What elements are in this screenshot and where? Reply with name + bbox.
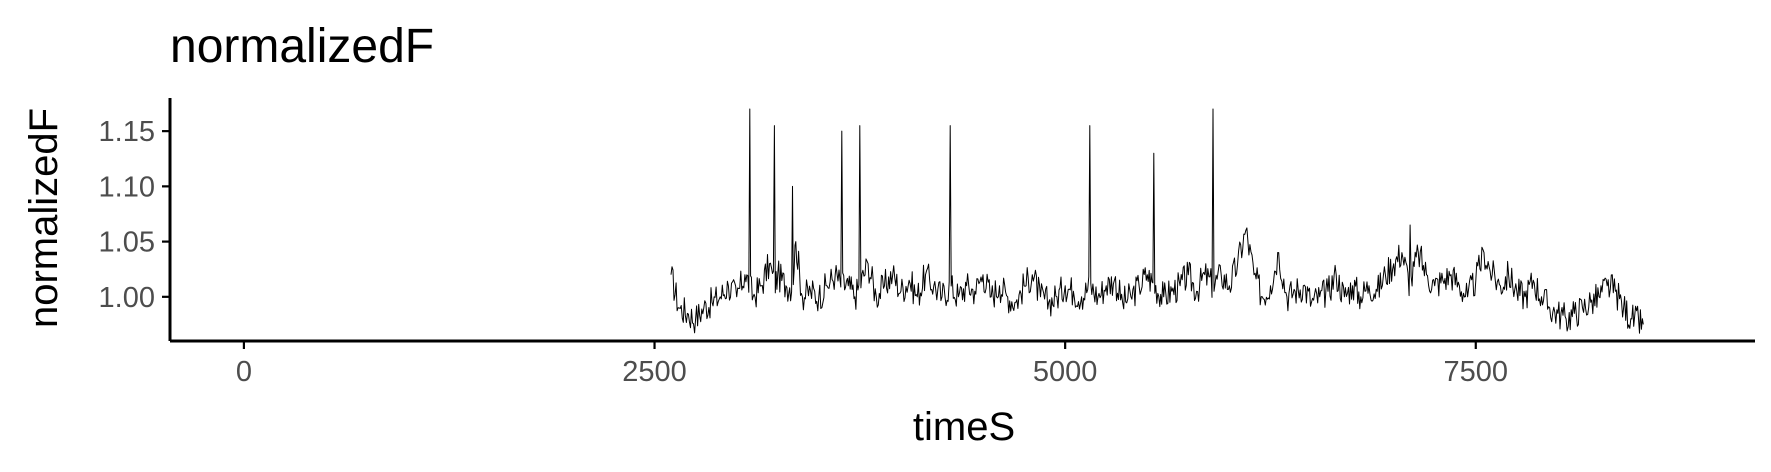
y-axis-label: normalizedF [22, 108, 66, 328]
x-axis-label: timeS [913, 405, 1015, 449]
axes [168, 98, 1755, 343]
y-tick-label: 1.15 [99, 116, 155, 148]
chart-title: normalizedF [170, 20, 434, 73]
series-line [670, 108, 1644, 334]
x-tick-label: 0 [236, 356, 252, 388]
x-tick-label: 7500 [1444, 356, 1509, 388]
series-group [670, 108, 1644, 334]
ticks: 0 2500 5000 7500 1.00 1.05 1.10 1.15 [99, 116, 1508, 388]
x-tick-label: 5000 [1033, 356, 1098, 388]
x-tick-label: 2500 [622, 356, 687, 388]
y-tick-label: 1.10 [99, 171, 155, 203]
y-tick-label: 1.05 [99, 227, 155, 259]
y-tick-label: 1.00 [99, 282, 155, 314]
